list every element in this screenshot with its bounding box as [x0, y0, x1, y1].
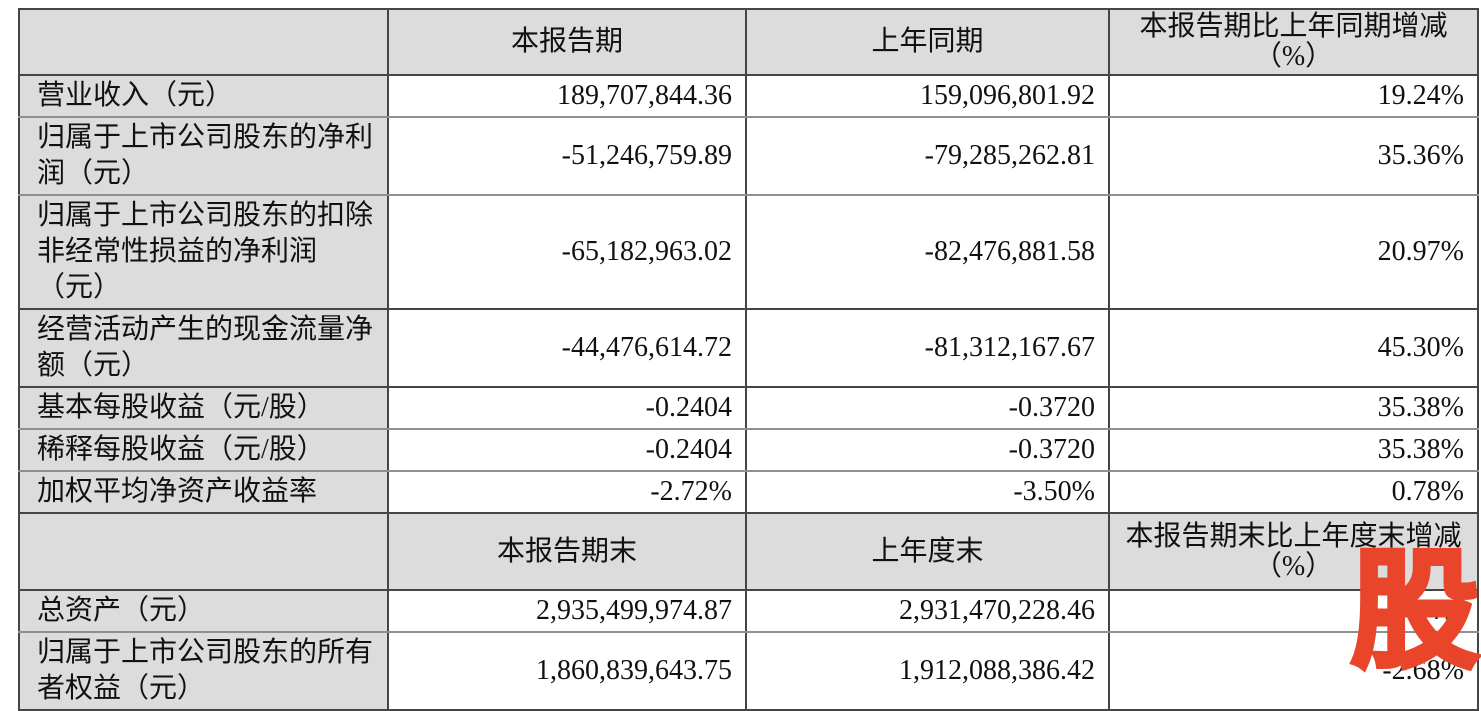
prior-value: -0.3720 [745, 429, 1110, 472]
change-value: 19.24% [1108, 75, 1479, 118]
row-diluted-eps: 稀释每股收益（元/股） -0.2404 -0.3720 35.38% [18, 429, 1479, 472]
current-value: -65,182,963.02 [387, 195, 747, 310]
change-value: 20.97% [1108, 195, 1479, 310]
metric-label: 归属于上市公司股东的扣除非经常性损益的净利润（元） [18, 195, 389, 310]
report-page: 本报告期 上年同期 本报告期比上年同期增减（%） 营业收入（元） 189,707… [18, 8, 1481, 711]
metric-label: 营业收入（元） [18, 75, 389, 118]
metric-label: 归属于上市公司股东的净利润（元） [18, 117, 389, 196]
period-change-header: 本报告期比上年同期增减（%） [1108, 9, 1479, 76]
current-value: 189,707,844.36 [387, 75, 747, 118]
current-value: -44,476,614.72 [387, 309, 747, 388]
empty-header-cell [18, 9, 389, 76]
empty-header-cell [18, 513, 389, 591]
metric-label: 稀释每股收益（元/股） [18, 429, 389, 472]
current-value: 2,935,499,974.87 [387, 590, 747, 633]
period-end-header: 本报告期末 [387, 513, 747, 591]
row-net-profit-deducted: 归属于上市公司股东的扣除非经常性损益的净利润（元） -65,182,963.02… [18, 195, 1479, 310]
current-value: 1,860,839,643.75 [387, 632, 747, 711]
row-shareholders-equity: 归属于上市公司股东的所有者权益（元） 1,860,839,643.75 1,91… [18, 632, 1479, 711]
change-value: 35.38% [1108, 429, 1479, 472]
current-value: -2.72% [387, 471, 747, 514]
row-weighted-avg-roe: 加权平均净资产收益率 -2.72% -3.50% 0.78% [18, 471, 1479, 514]
change-value: 0.14% [1108, 590, 1479, 633]
current-period-header: 本报告期 [387, 9, 747, 76]
row-basic-eps: 基本每股收益（元/股） -0.2404 -0.3720 35.38% [18, 387, 1479, 430]
prior-period-header: 上年同期 [745, 9, 1110, 76]
metric-label: 基本每股收益（元/股） [18, 387, 389, 430]
prior-year-end-header: 上年度末 [745, 513, 1110, 591]
prior-value: 1,912,088,386.42 [745, 632, 1110, 711]
metric-label: 归属于上市公司股东的所有者权益（元） [18, 632, 389, 711]
prior-value: -3.50% [745, 471, 1110, 514]
row-revenue: 营业收入（元） 189,707,844.36 159,096,801.92 19… [18, 75, 1479, 118]
change-value: -2.68% [1108, 632, 1479, 711]
change-value: 45.30% [1108, 309, 1479, 388]
prior-value: -81,312,167.67 [745, 309, 1110, 388]
current-value: -0.2404 [387, 387, 747, 430]
change-value: 0.78% [1108, 471, 1479, 514]
prior-value: 2,931,470,228.46 [745, 590, 1110, 633]
metric-label: 总资产（元） [18, 590, 389, 633]
change-value: 35.38% [1108, 387, 1479, 430]
row-operating-cash-flow: 经营活动产生的现金流量净额（元） -44,476,614.72 -81,312,… [18, 309, 1479, 388]
prior-value: -82,476,881.58 [745, 195, 1110, 310]
row-total-assets: 总资产（元） 2,935,499,974.87 2,931,470,228.46… [18, 590, 1479, 633]
change-value: 35.36% [1108, 117, 1479, 196]
period-end-header-row: 本报告期末 上年度末 本报告期末比上年度末增减（%） [18, 513, 1479, 591]
metric-label: 经营活动产生的现金流量净额（元） [18, 309, 389, 388]
prior-value: 159,096,801.92 [745, 75, 1110, 118]
current-value: -0.2404 [387, 429, 747, 472]
period-end-change-header: 本报告期末比上年度末增减（%） [1108, 513, 1479, 591]
period-header-row: 本报告期 上年同期 本报告期比上年同期增减（%） [18, 9, 1479, 76]
prior-value: -79,285,262.81 [745, 117, 1110, 196]
metric-label: 加权平均净资产收益率 [18, 471, 389, 514]
prior-value: -0.3720 [745, 387, 1110, 430]
current-value: -51,246,759.89 [387, 117, 747, 196]
financial-summary-table: 本报告期 上年同期 本报告期比上年同期增减（%） 营业收入（元） 189,707… [18, 8, 1479, 711]
row-net-profit: 归属于上市公司股东的净利润（元） -51,246,759.89 -79,285,… [18, 117, 1479, 196]
